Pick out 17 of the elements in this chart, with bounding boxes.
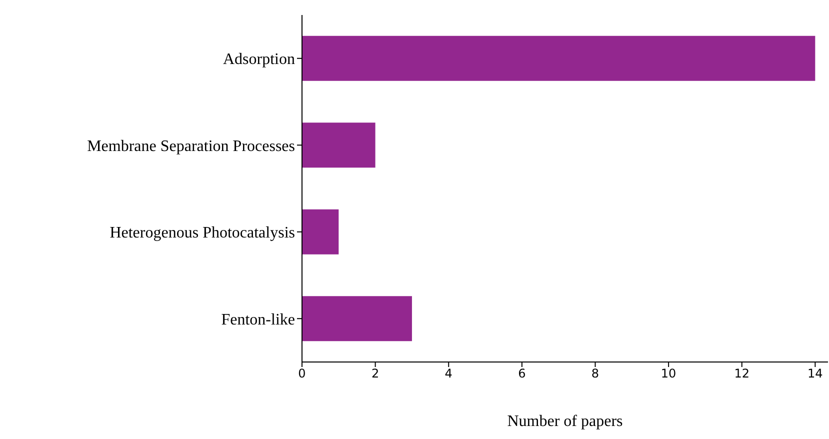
y-tick-label: Adsorption bbox=[223, 51, 295, 68]
x-tick-label: 10 bbox=[660, 366, 676, 381]
x-tick-label: 0 bbox=[298, 366, 306, 381]
bar bbox=[302, 36, 816, 81]
y-tick-label: Membrane Separation Processes bbox=[87, 138, 295, 155]
y-tick-label: Fenton-like bbox=[221, 311, 295, 328]
x-tick-label: 12 bbox=[734, 366, 750, 381]
x-tick-label: 2 bbox=[371, 366, 380, 381]
x-tick-label: 4 bbox=[444, 366, 452, 381]
y-tick-label: Heterogenous Photocatalysis bbox=[110, 224, 295, 242]
x-axis-title: Number of papers bbox=[507, 413, 623, 430]
x-tick-label: 14 bbox=[808, 366, 823, 381]
bar bbox=[302, 209, 339, 254]
x-tick-label: 6 bbox=[518, 366, 526, 381]
bar bbox=[302, 122, 376, 168]
bar bbox=[302, 296, 412, 342]
x-tick-label: 8 bbox=[591, 366, 600, 381]
